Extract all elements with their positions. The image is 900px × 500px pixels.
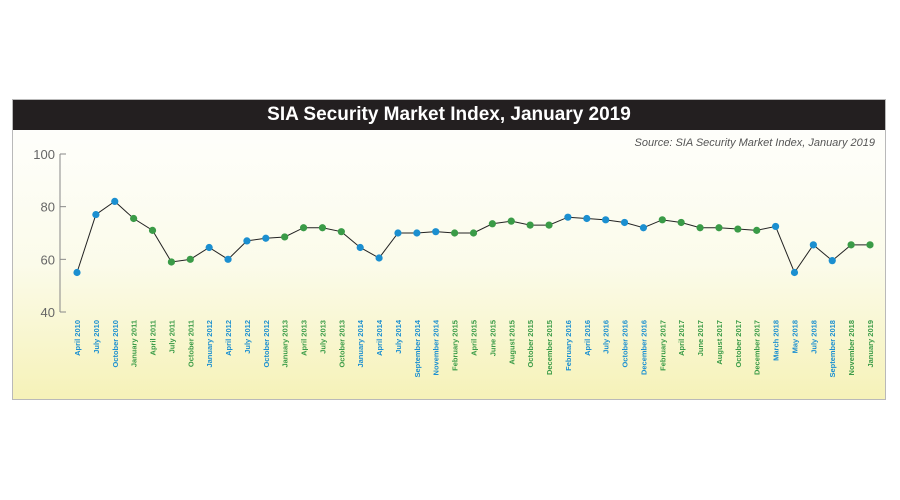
x-tick-label: January 2014 bbox=[356, 319, 365, 367]
data-point bbox=[375, 254, 383, 262]
chart-frame: SIA Security Market Index, January 2019 … bbox=[12, 99, 886, 400]
x-tick-label: October 2010 bbox=[111, 320, 120, 368]
x-tick-label: April 2012 bbox=[224, 320, 233, 356]
x-tick-label: November 2018 bbox=[847, 320, 856, 375]
data-point bbox=[771, 222, 780, 231]
x-tick-label: June 2017 bbox=[696, 320, 705, 356]
data-point bbox=[262, 234, 270, 242]
data-point bbox=[583, 214, 591, 223]
series-line bbox=[76, 200, 870, 274]
data-point bbox=[337, 228, 345, 236]
x-tick-label: October 2011 bbox=[186, 320, 195, 367]
data-point bbox=[186, 255, 194, 263]
x-tick-label: June 2015 bbox=[488, 320, 497, 356]
data-point bbox=[507, 217, 515, 225]
data-point bbox=[432, 228, 440, 236]
data-point bbox=[790, 268, 799, 277]
data-point bbox=[488, 220, 496, 228]
x-tick-label: April 2016 bbox=[583, 320, 592, 356]
x-tick-label: July 2013 bbox=[318, 320, 327, 354]
data-point bbox=[469, 229, 478, 237]
x-tick-label: September 2018 bbox=[828, 320, 837, 378]
data-point bbox=[243, 237, 251, 245]
data-point bbox=[451, 229, 459, 237]
x-tick-label: July 2014 bbox=[394, 319, 403, 354]
source-note: Source: SIA Security Market Index, Janua… bbox=[634, 137, 876, 149]
x-tick-label: January 2012 bbox=[205, 320, 214, 368]
x-tick-label: February 2015 bbox=[451, 320, 460, 371]
y-tick-label: 40 bbox=[41, 305, 55, 320]
data-point bbox=[828, 257, 836, 265]
data-point bbox=[111, 197, 119, 205]
x-tick-label: February 2016 bbox=[564, 320, 573, 371]
x-tick-label: April 2017 bbox=[677, 320, 686, 356]
x-tick-label: July 2012 bbox=[243, 320, 252, 354]
data-point bbox=[394, 229, 402, 237]
data-point bbox=[413, 229, 421, 237]
x-tick-label: July 2011 bbox=[167, 320, 176, 353]
x-tick-label: July 2016 bbox=[602, 320, 611, 354]
x-tick-label: April 2015 bbox=[470, 320, 479, 356]
data-point bbox=[620, 218, 629, 227]
data-point bbox=[696, 224, 704, 232]
x-tick-label: October 2015 bbox=[526, 320, 535, 368]
data-point bbox=[715, 224, 723, 232]
x-tick-label: March 2018 bbox=[772, 320, 781, 361]
x-tick-label: November 2014 bbox=[432, 319, 441, 375]
data-point bbox=[658, 216, 666, 224]
data-point bbox=[564, 213, 572, 221]
x-tick-label: January 2013 bbox=[281, 320, 290, 368]
data-point bbox=[847, 241, 855, 249]
x-tick-label: April 2011 bbox=[149, 320, 158, 355]
data-point bbox=[526, 221, 534, 229]
data-point bbox=[299, 224, 308, 232]
y-tick-label: 100 bbox=[33, 147, 55, 162]
data-point bbox=[130, 214, 138, 223]
x-tick-label: April 2014 bbox=[375, 319, 384, 356]
data-point bbox=[205, 243, 213, 252]
x-tick-label: December 2016 bbox=[639, 320, 648, 375]
x-tick-label: September 2014 bbox=[413, 319, 422, 377]
x-tick-label: October 2012 bbox=[262, 320, 271, 368]
data-point bbox=[167, 258, 176, 266]
data-point bbox=[602, 216, 610, 224]
data-point bbox=[318, 224, 327, 232]
x-tick-label: December 2015 bbox=[545, 320, 554, 375]
data-point bbox=[545, 221, 553, 229]
x-tick-label: August 2017 bbox=[715, 320, 724, 365]
x-tick-label: October 2013 bbox=[337, 320, 346, 368]
x-tick-label: December 2017 bbox=[753, 320, 762, 375]
y-tick-label: 60 bbox=[41, 252, 55, 267]
x-tick-label: April 2010 bbox=[73, 320, 82, 356]
x-tick-label: August 2015 bbox=[507, 320, 516, 365]
x-tick-label: May 2018 bbox=[790, 320, 799, 353]
data-point bbox=[356, 243, 364, 252]
data-point bbox=[639, 224, 648, 232]
data-point bbox=[73, 268, 81, 277]
x-tick-label: April 2013 bbox=[300, 320, 309, 356]
data-point bbox=[224, 255, 232, 263]
x-tick-label: January 2019 bbox=[866, 320, 875, 368]
data-point bbox=[734, 225, 742, 233]
y-tick-label: 80 bbox=[41, 200, 55, 215]
data-point bbox=[677, 218, 685, 227]
x-tick-label: February 2017 bbox=[658, 320, 667, 371]
chart-title: SIA Security Market Index, January 2019 bbox=[13, 100, 885, 130]
data-point bbox=[148, 226, 157, 234]
data-point bbox=[809, 241, 817, 249]
data-point bbox=[866, 241, 874, 249]
x-tick-label: July 2010 bbox=[92, 320, 101, 354]
data-point bbox=[92, 210, 100, 219]
x-tick-label: July 2018 bbox=[809, 320, 818, 354]
data-point bbox=[753, 226, 761, 234]
chart-plot: 40 60 80 100 April 2010 July 2010 October 2010… bbox=[33, 147, 875, 378]
x-tick-label: January 2011 bbox=[130, 320, 139, 367]
x-tick-label: October 2016 bbox=[621, 320, 630, 368]
data-point bbox=[281, 233, 289, 241]
x-tick-label: October 2017 bbox=[734, 320, 743, 368]
